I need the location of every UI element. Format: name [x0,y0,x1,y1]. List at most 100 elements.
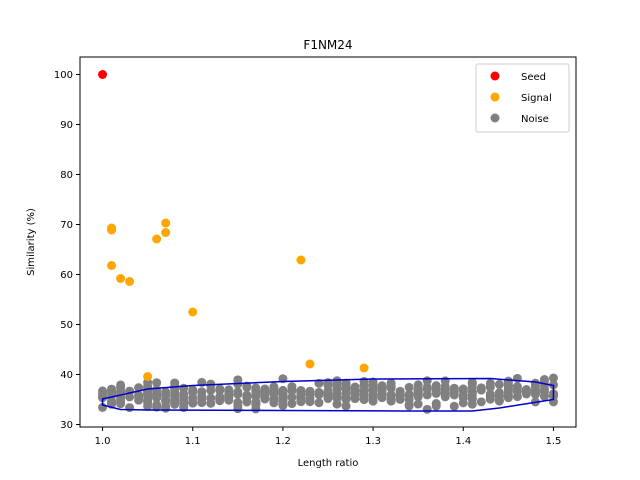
chart-title: F1NM24 [303,38,352,52]
noise-point [134,390,144,400]
noise-point [359,390,369,400]
noise-point [188,397,198,407]
y-tick-label: 90 [60,120,73,131]
legend: Seed Signal Noise [475,63,570,133]
noise-point [305,393,315,403]
noise-point [377,385,387,395]
noise-point [503,387,513,397]
noise-point [404,382,414,392]
noise-point [287,399,297,409]
noise-point [260,386,270,396]
x-tick-label: 1.2 [275,436,291,447]
signal-point [116,274,126,283]
noise-point [152,391,162,401]
y-tick-label: 30 [60,420,73,431]
signal-point [161,228,171,237]
noise-point [386,390,396,400]
noise-point [440,376,450,386]
noise-point [296,389,306,399]
noise-point [278,401,288,411]
signal-point [125,277,135,286]
legend-marker-seed [490,71,500,81]
noise-point [530,388,540,398]
noise-point [494,391,504,401]
noise-point [287,382,297,392]
noise-point [206,385,216,395]
noise-point [521,386,531,396]
noise-point [233,387,243,397]
noise-point [116,383,126,393]
y-tick-label: 60 [60,270,73,281]
legend-box [475,63,570,133]
noise-point [467,386,477,396]
x-tick-label: 1.5 [546,436,562,447]
noise-point [512,384,522,394]
noise-point [368,386,378,396]
y-axis-label: Similarity (%) [26,208,37,276]
y-axis: 30 40 50 60 70 80 90 100 [54,70,80,431]
y-tick-label: 80 [60,170,73,181]
noise-point [233,401,243,411]
noise-point [485,382,495,392]
seed-point [98,70,108,79]
noise-point [197,395,207,405]
noise-point [422,404,432,414]
legend-marker-signal [490,92,500,102]
noise-point [494,379,504,389]
signal-point [359,363,369,373]
legend-label-noise: Noise [521,114,549,125]
signal-point [107,261,117,270]
noise-point [431,399,441,409]
noise-point [98,393,108,403]
signal-point [296,255,306,265]
noise-point [143,401,153,411]
noise-point [233,375,243,385]
noise-point [386,378,396,388]
signal-point [152,234,162,244]
signal-point [305,359,315,369]
noise-point [467,379,477,389]
noise-point [161,395,171,405]
noise-point [314,398,324,408]
noise-point [224,391,234,401]
noise-point [323,386,333,396]
noise-point [413,387,423,397]
signal-point [143,372,153,381]
noise-point [116,399,126,409]
noise-point [422,382,432,392]
noise-point [413,380,423,390]
noise-point [431,381,441,391]
x-tick-label: 1.0 [95,436,111,447]
noise-point [476,383,486,393]
noise-point [125,403,135,413]
noise-point [539,391,549,401]
noise-point [404,401,414,411]
noise-point [278,386,288,396]
noise-point [116,391,126,401]
legend-marker-noise [490,113,500,123]
noise-point [449,401,459,411]
noise-point [107,386,117,396]
x-tick-label: 1.1 [185,436,201,447]
noise-point [314,387,324,397]
noise-point [341,395,351,405]
noise-point [197,387,207,397]
y-tick-label: 70 [60,220,73,231]
noise-point [98,386,108,396]
noise-point [539,384,549,394]
noise-point [215,392,225,402]
noise-point [386,396,396,406]
noise-point [413,399,423,409]
signal-point [161,218,171,228]
noise-point [485,389,495,399]
noise-point [251,399,261,409]
noise-point [332,379,342,389]
x-axis-label: Length ratio [298,458,359,469]
noise-point [404,389,414,399]
noise-point [170,397,180,407]
noise-point [269,383,279,393]
signal-point [188,307,198,317]
y-tick-label: 50 [60,320,73,331]
noise-point [179,395,189,405]
